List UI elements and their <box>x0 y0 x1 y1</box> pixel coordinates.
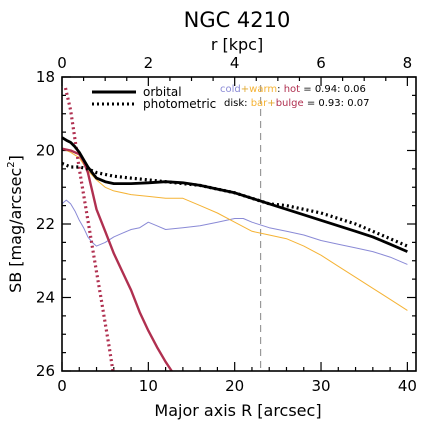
ann1-hot: hot <box>284 84 300 95</box>
x-tick-label: 0 <box>57 377 67 395</box>
ann2-bar: bar <box>251 98 268 109</box>
legend: orbital photometric <box>92 85 216 111</box>
series-line-bar <box>61 148 408 311</box>
y-axis-label-main: SB [mag/arcsec <box>6 168 25 293</box>
y-axis-label-close: ] <box>6 155 25 161</box>
top-tick-label: 6 <box>316 54 326 72</box>
ann1-cold: cold <box>220 84 241 95</box>
ann1-value: = 0.94: 0.06 <box>300 84 366 95</box>
series-line-photometric <box>61 161 409 248</box>
y-tick-label: 24 <box>36 289 55 307</box>
y-tick-label: 22 <box>36 215 55 233</box>
ann2-colon: : <box>244 98 251 109</box>
x-tick-label: 20 <box>225 377 244 395</box>
ann2-disk: disk <box>224 98 244 109</box>
ann1-plus: + <box>241 84 249 95</box>
y-axis-label-sup: 2 <box>6 161 17 167</box>
chart-title: NGC 4210 <box>184 8 291 32</box>
fraction-annotation-2: disk: bar+bulge = 0.93: 0.07 <box>224 98 369 109</box>
y-tick-label: 26 <box>36 362 55 380</box>
ann2-plus: + <box>267 98 275 109</box>
top-tick-label: 0 <box>57 54 67 72</box>
ann2-value: = 0.93: 0.07 <box>304 98 370 109</box>
top-axis-label: r [kpc] <box>211 35 263 54</box>
top-tick-label: 2 <box>144 54 154 72</box>
ann2-bulge: bulge <box>276 98 304 109</box>
x-tick-label: 40 <box>398 377 417 395</box>
series-line-orbital <box>61 136 408 253</box>
x-tick-label: 10 <box>139 377 158 395</box>
y-tick-label: 18 <box>36 68 55 86</box>
fraction-annotation-1: cold+warm: hot = 0.94: 0.06 <box>220 84 366 95</box>
top-tick-label: 8 <box>403 54 413 72</box>
series-line-bulge <box>63 87 115 372</box>
top-tick-label: 4 <box>230 54 240 72</box>
legend-label-orbital: orbital <box>143 85 182 99</box>
y-axis-label: SB [mag/arcsec2] <box>6 155 25 293</box>
y-tick-label: 20 <box>36 142 55 160</box>
series-layer <box>61 87 409 372</box>
series-line-cold-warm <box>61 199 408 265</box>
plot-frame <box>61 76 417 372</box>
ann1-colon: : <box>277 84 284 95</box>
x-axis-label: Major axis R [arcsec] <box>154 401 321 420</box>
legend-label-photometric: photometric <box>143 97 216 111</box>
ann1-warm: warm <box>249 84 277 95</box>
x-tick-label: 30 <box>311 377 330 395</box>
